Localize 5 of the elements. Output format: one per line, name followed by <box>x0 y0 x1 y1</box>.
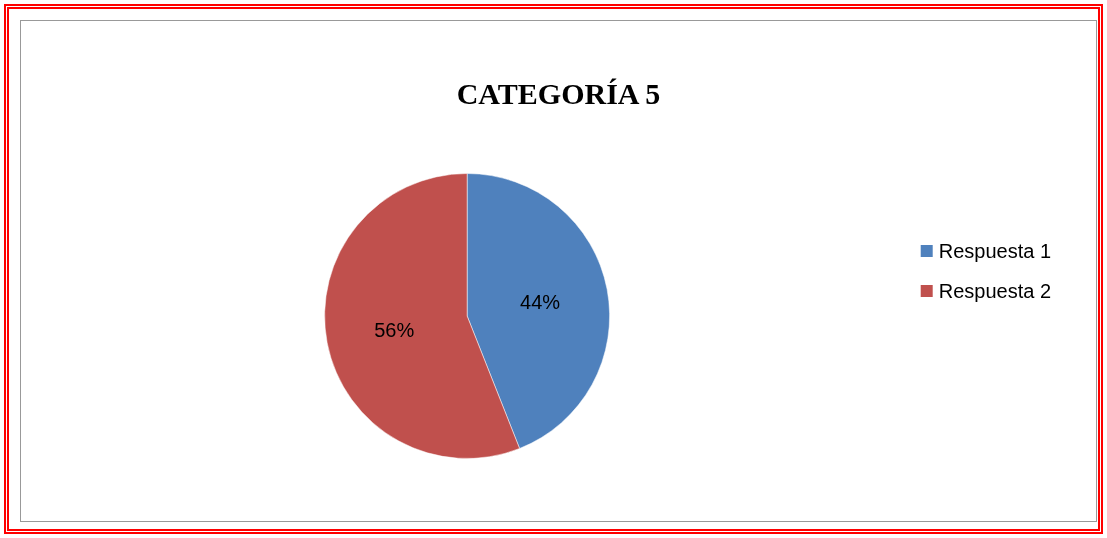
legend-label: Respuesta 1 <box>938 240 1051 262</box>
chart-title: CATEGORÍA 5 <box>456 76 661 110</box>
legend-label: Respuesta 2 <box>938 280 1051 302</box>
data-label: 56% <box>374 318 415 341</box>
data-label: 44% <box>520 291 561 314</box>
